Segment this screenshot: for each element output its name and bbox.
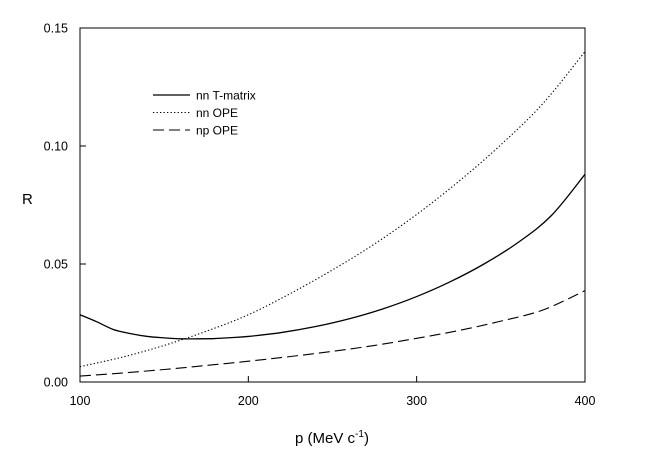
legend-label: nn T-matrix	[196, 89, 256, 103]
x-tick-label: 300	[406, 394, 427, 408]
y-tick-label: 0.15	[44, 22, 68, 36]
y-tick-label: 0.10	[44, 140, 68, 154]
series-line-nn-t-matrix	[79, 173, 586, 340]
x-tick-label: 100	[70, 394, 91, 408]
series-line-np-ope	[79, 290, 586, 377]
axes: 100 200 300 400 0.00 0.05 0.10 0.15	[44, 22, 596, 409]
y-tick-label: 0.00	[44, 376, 68, 390]
y-tick-label: 0.05	[44, 258, 68, 272]
x-tick-label: 400	[575, 394, 596, 408]
legend: nn T-matrix nn OPE np OPE	[153, 89, 256, 138]
x-axis-title-close: )	[364, 430, 369, 447]
legend-label: nn OPE	[196, 106, 238, 120]
legend-label: np OPE	[196, 124, 238, 138]
series-group	[79, 51, 586, 377]
x-axis-title-superscript: -1	[355, 429, 364, 440]
x-axis-title: p (MeV c-1)	[295, 429, 369, 447]
plot-frame	[79, 27, 586, 383]
x-axis-title-main: p (MeV c	[295, 430, 356, 447]
y-axis-title: R	[22, 191, 33, 208]
x-tick-label: 200	[238, 394, 259, 408]
